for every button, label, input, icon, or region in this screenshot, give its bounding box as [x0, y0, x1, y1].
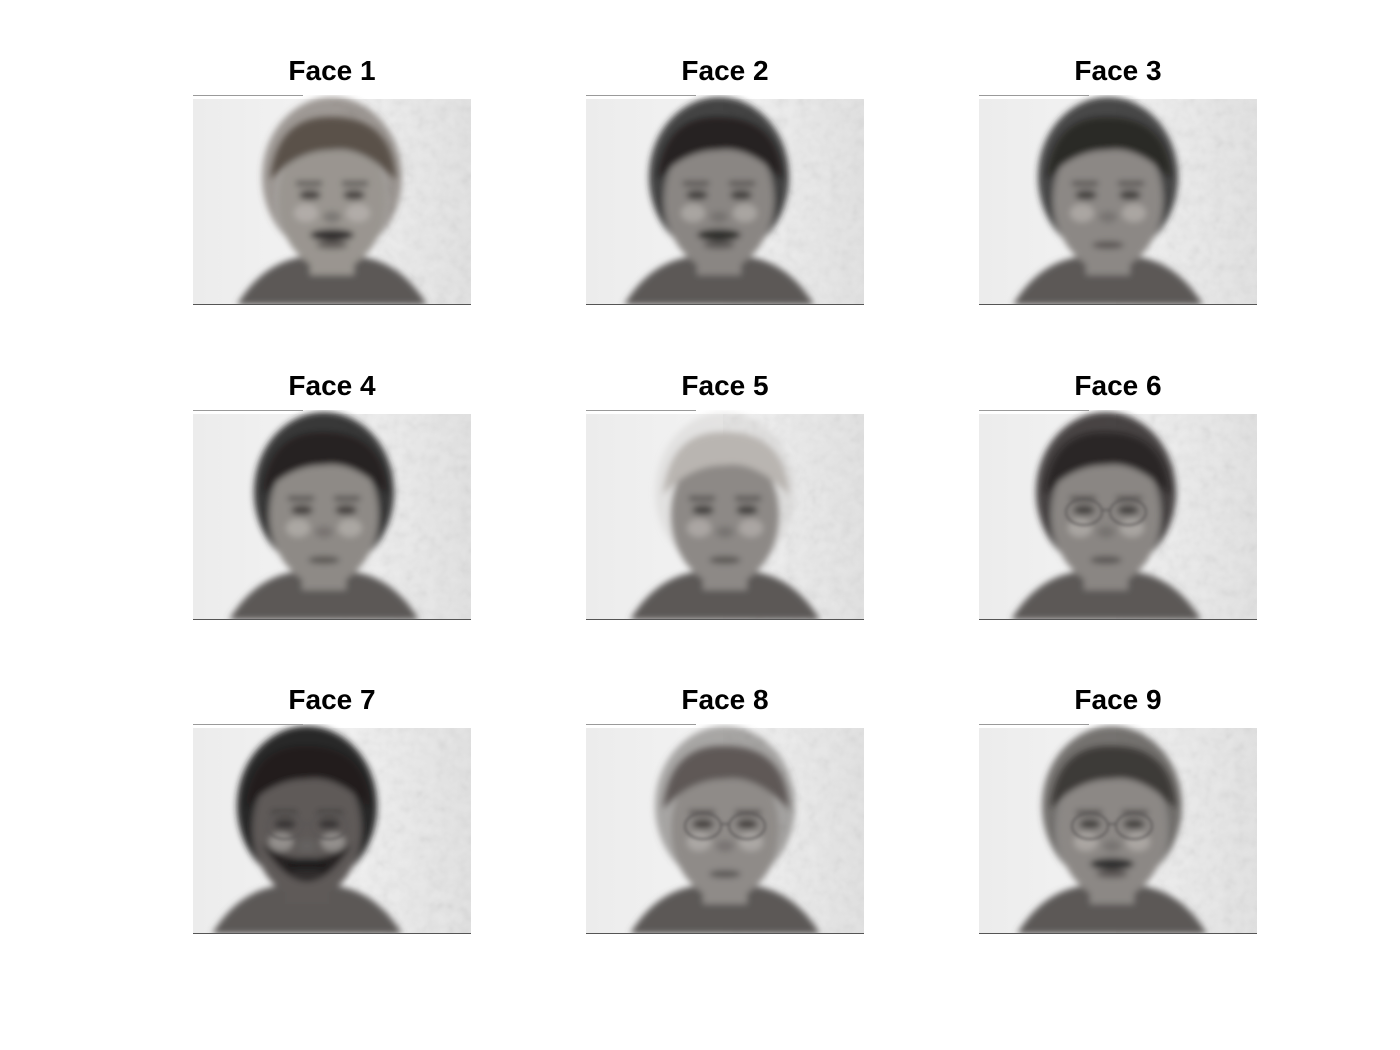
panel-title: Face 7: [288, 684, 376, 715]
face-panel-3: Face 3: [979, 55, 1257, 305]
face-image: [979, 95, 1257, 305]
axis-bottom-line: [193, 933, 471, 934]
panel-title: Face 4: [288, 370, 376, 401]
panel-title: Face 2: [681, 55, 769, 86]
face-image: [193, 724, 471, 934]
panel-title: Face 1: [288, 55, 376, 86]
axis-top-line: [979, 724, 1089, 725]
face-panel-6: Face 6: [979, 370, 1257, 620]
face-image: [586, 95, 864, 305]
face-image: [979, 724, 1257, 934]
axis-top-line: [586, 410, 696, 411]
panel-title: Face 5: [681, 370, 769, 401]
panel-title: Face 8: [681, 684, 769, 715]
face-image: [193, 410, 471, 620]
axis-bottom-line: [586, 304, 864, 305]
axis-top-line: [979, 410, 1089, 411]
axis-bottom-line: [586, 619, 864, 620]
panel-title: Face 6: [1074, 370, 1162, 401]
face-panel-5: Face 5: [586, 370, 864, 620]
face-panel-9: Face 9: [979, 684, 1257, 934]
axis-top-line: [586, 724, 696, 725]
axis-bottom-line: [979, 304, 1257, 305]
face-panel-4: Face 4: [193, 370, 471, 620]
axis-bottom-line: [979, 619, 1257, 620]
axis-top-line: [979, 95, 1089, 96]
face-image: [979, 410, 1257, 620]
face-panel-2: Face 2: [586, 55, 864, 305]
axis-bottom-line: [586, 933, 864, 934]
axis-top-line: [193, 95, 303, 96]
axis-bottom-line: [193, 304, 471, 305]
face-image: [193, 95, 471, 305]
axis-bottom-line: [193, 619, 471, 620]
axis-top-line: [586, 95, 696, 96]
face-panel-8: Face 8: [586, 684, 864, 934]
face-panel-7: Face 7: [193, 684, 471, 934]
axis-top-line: [193, 724, 303, 725]
axis-bottom-line: [979, 933, 1257, 934]
face-image: [586, 724, 864, 934]
face-panel-1: Face 1: [193, 55, 471, 305]
panel-title: Face 3: [1074, 55, 1162, 86]
axis-top-line: [193, 410, 303, 411]
panel-title: Face 9: [1074, 684, 1162, 715]
face-image: [586, 410, 864, 620]
